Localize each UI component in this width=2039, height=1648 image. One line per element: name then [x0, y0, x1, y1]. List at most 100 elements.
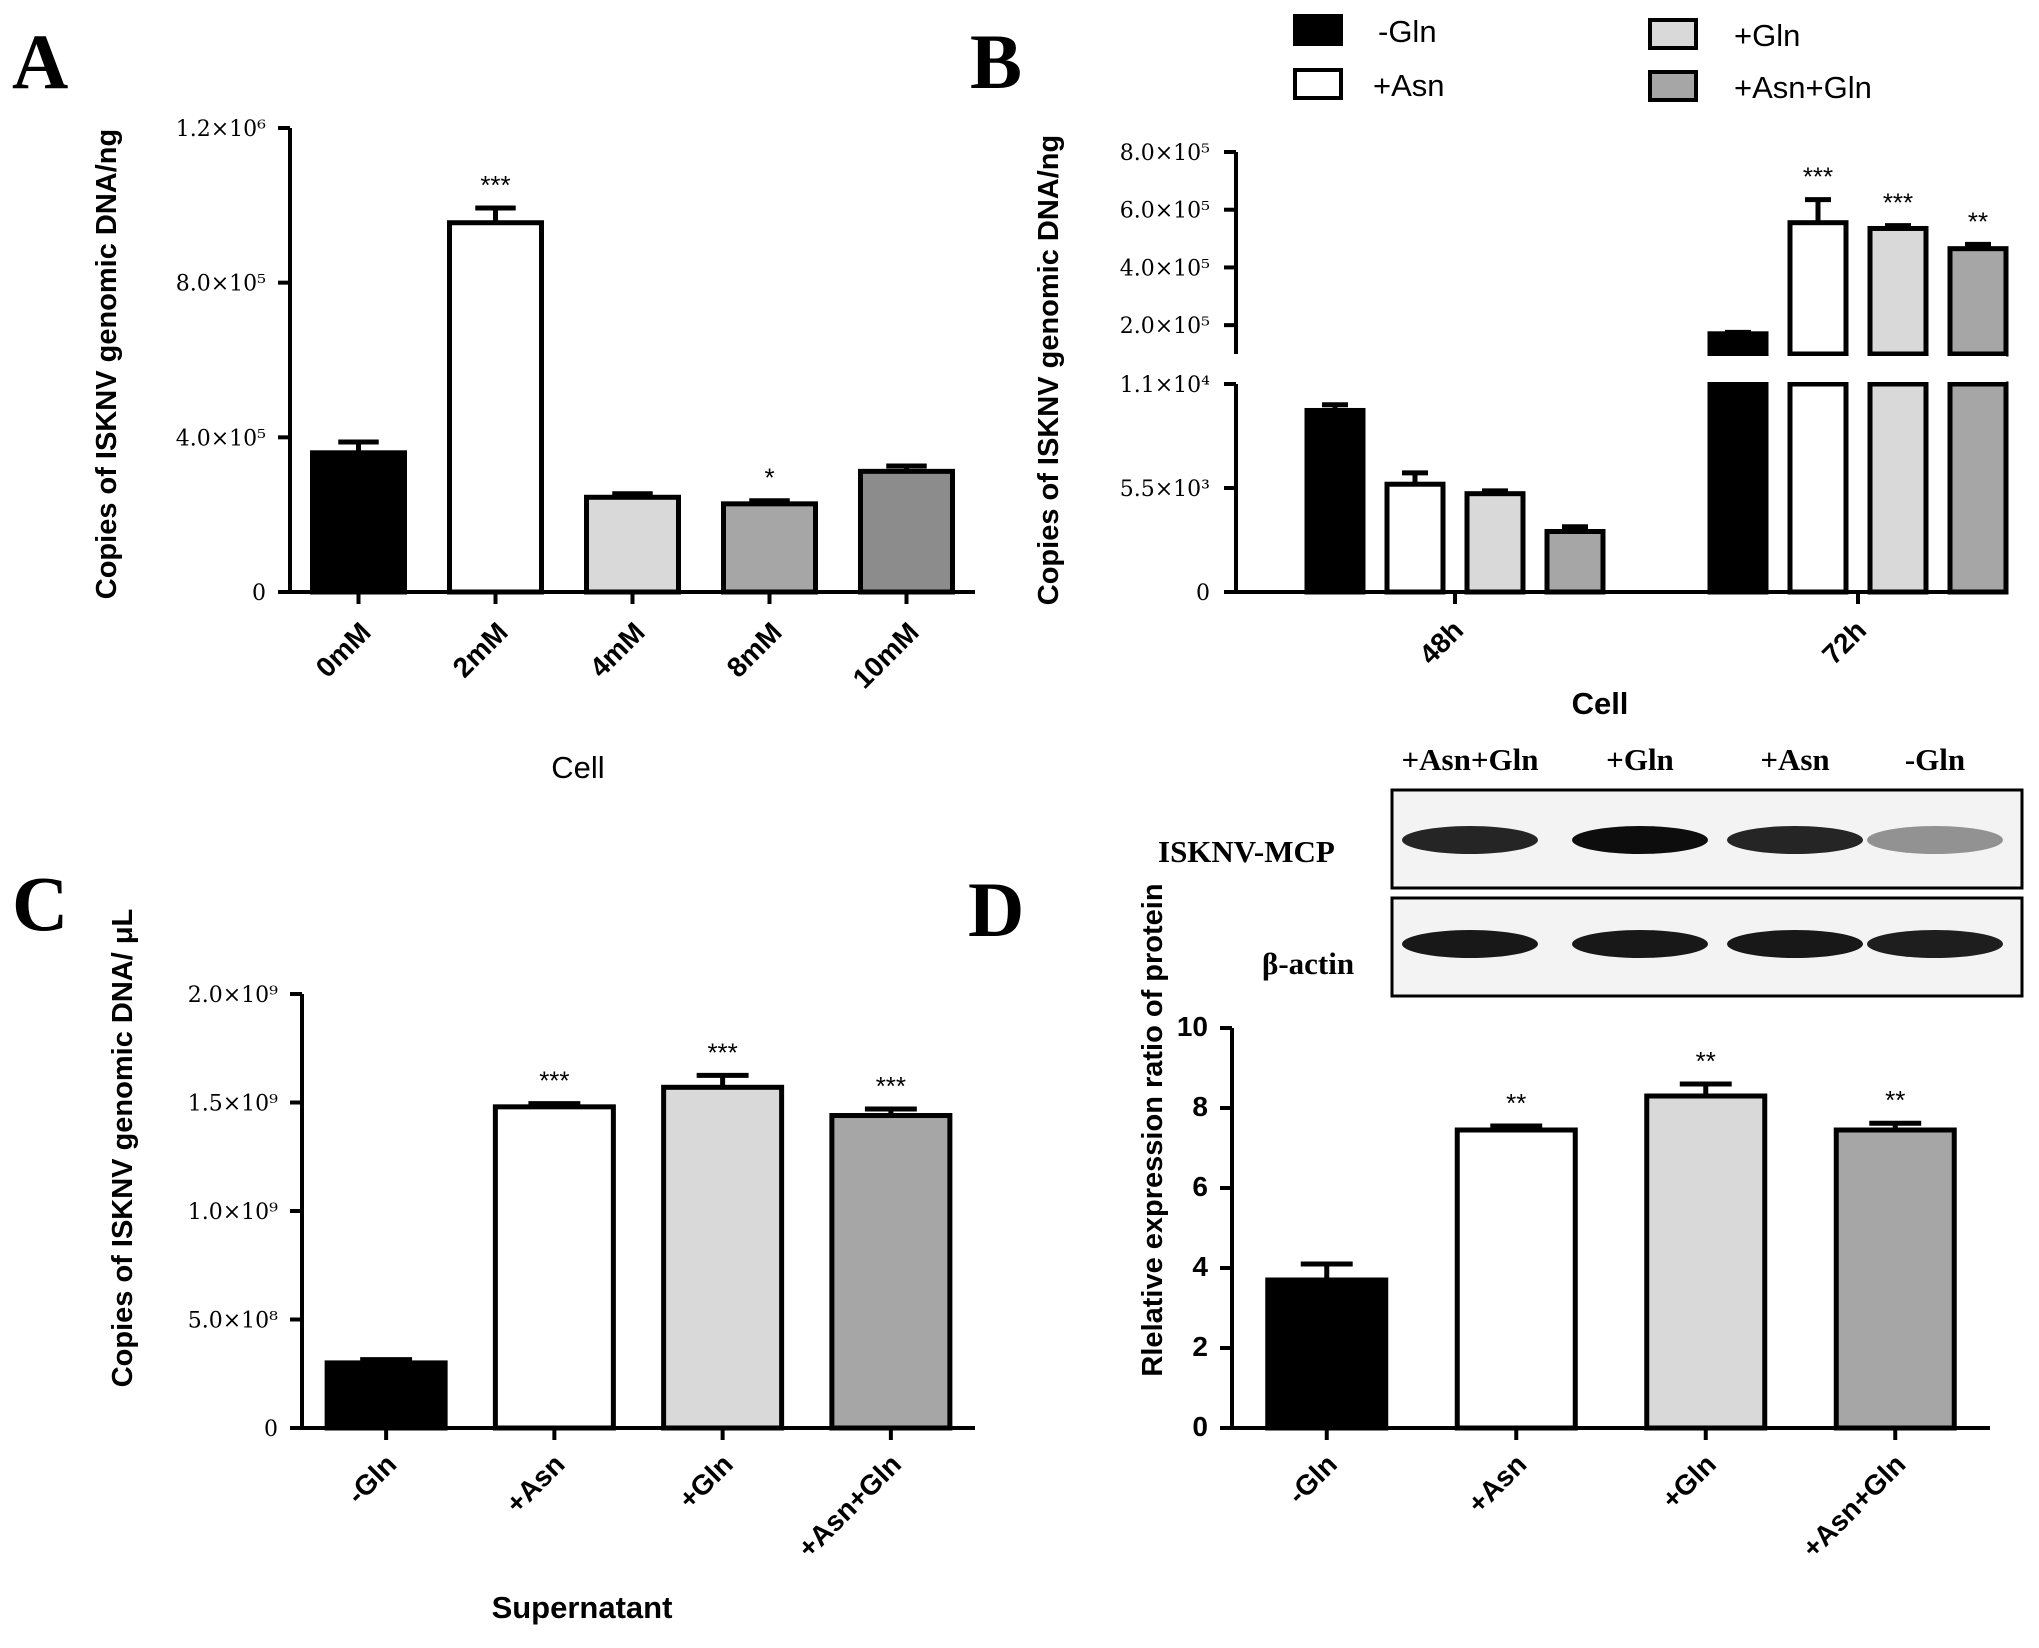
panel-a-y-tick-label: 4.0×10⁵: [176, 426, 266, 451]
blot-band--actin-plus-asnplus-gln: [1402, 930, 1538, 958]
blot-lane-label-minus-gln: -Gln: [1905, 742, 1965, 777]
panel-c-significance-plus-asn: ***: [539, 1066, 569, 1096]
panel-a-bar-2mm: [447, 220, 544, 595]
blot-band-isknv-mcp-minus-gln: [1867, 826, 2003, 854]
panel-c-significance-plus-gln: ***: [707, 1037, 737, 1067]
panel-d-x-tick-label-plus-gln: +Gln: [1656, 1448, 1722, 1514]
panel-c-y-tick-label: 2.0×10⁹: [188, 983, 278, 1008]
panel-a-bar-8mm: [721, 501, 818, 595]
panel-b-y-tick-label: 4.0×10⁵: [1120, 256, 1210, 281]
panel-b-x-tick-label-48h: 48h: [1413, 614, 1469, 670]
panel-d-y-tick-label: 10: [1177, 1011, 1208, 1042]
panel-a-x-axis-label: Cell: [551, 750, 604, 785]
panel-c-bars: *** *** ***: [324, 1037, 953, 1431]
panel-c-y-tick-label: 5.0×10⁸: [188, 1309, 278, 1334]
panel-label-a: A: [12, 18, 68, 105]
panel-b-bar-48h-plus-asnplus-gln: [1544, 528, 1606, 595]
panel-b-y-tick-label: 0: [1196, 581, 1210, 606]
panel-b-bar-72h-plus-asnplus-gln-lower: [1947, 381, 2009, 595]
panel-d-y-axis-label: Rlelative expression ratio of protein: [1137, 883, 1169, 1376]
panel-c-bar-minus-gln: [324, 1360, 448, 1431]
panel-b-bar-72h-plus-gln-lower: [1867, 381, 1929, 595]
panel-b-bar-48h-minus-gln: [1304, 407, 1366, 595]
panel-d-y-tick-label: 2: [1192, 1331, 1208, 1362]
panel-label-d: D: [968, 866, 1024, 953]
panel-a-significance-8mm: *: [764, 463, 774, 493]
legend-swatch-minus-gln: [1293, 14, 1343, 46]
panel-b-x-tick-label-72h: 72h: [1816, 614, 1872, 670]
panel-d-bar-plus-gln: [1644, 1093, 1768, 1431]
panel-a-axes: 0 4.0×10⁵ 8.0×10⁵ 1.2×10⁶ 0mM 2mM 4mM 8mM 10mM: [176, 117, 975, 694]
panel-b-bar-72h-plus-gln-significance: ***: [1883, 188, 1913, 218]
panel-b-legend: -Gln +Asn +Gln +Asn+Gln: [1293, 14, 1872, 105]
panel-c-x-tick-label-plus-asnplus-gln: +Asn+Gln: [792, 1448, 907, 1563]
panel-a-bar-10mm: [858, 468, 955, 595]
panel-c-x-tick-label-plus-gln: +Gln: [672, 1448, 738, 1514]
panel-c-y-tick-label: 1.0×10⁹: [188, 1200, 278, 1225]
blot-band-isknv-mcp-plus-gln: [1572, 826, 1708, 854]
panel-c-x-tick-label-minus-gln: -Gln: [341, 1448, 403, 1510]
panel-a-y-tick-label: 1.2×10⁶: [176, 117, 266, 142]
legend-label-plus-gln: +Gln: [1734, 18, 1800, 53]
panel-b-bar-72h-plus-asn-significance: ***: [1803, 162, 1833, 192]
panel-a-bar-4mm: [584, 494, 681, 595]
panel-b-bar-72h-plus-gln-upper: [1867, 225, 1929, 357]
panel-d-bar-minus-gln: [1265, 1277, 1389, 1431]
panel-a-y-axis-label: Copies of ISKNV genomic DNA/ng: [91, 129, 123, 599]
panel-b-bar-72h-minus-gln-upper: [1707, 331, 1769, 357]
panel-c-y-axis-label: Copies of ISKNV genomic DNA/ μL: [107, 909, 139, 1388]
blot-row-label-beta-actin: β-actin: [1262, 946, 1354, 981]
panel-c-y-tick-label: 0: [264, 1417, 278, 1442]
panel-b-bar-72h-plus-asn-upper: [1787, 220, 1849, 357]
panel-b-y-tick-label: 8.0×10⁵: [1120, 141, 1210, 166]
panel-c-x-axis-label: Supernatant: [492, 1590, 673, 1625]
panel-c-x-tick-label-plus-asn: +Asn: [500, 1448, 571, 1519]
panel-b-y-tick-label: 2.0×10⁵: [1120, 314, 1210, 339]
panel-d-bars: ** ** **: [1265, 1046, 1957, 1431]
panel-d-significance-plus-gln: **: [1696, 1046, 1716, 1076]
panel-d-bar-plus-asnplus-gln: [1833, 1127, 1957, 1431]
western-blot: +Asn+Gln +Gln +Asn -Gln ISKNV-MCP β-actin: [1158, 742, 2024, 998]
panel-c-y-tick-label: 1.5×10⁹: [188, 1092, 278, 1117]
legend-label-plus-asn-gln: +Asn+Gln: [1734, 70, 1872, 105]
panel-d-y-tick-label: 4: [1192, 1251, 1208, 1282]
legend-swatch-plus-asn-gln: [1648, 70, 1698, 102]
panel-c-bar-plus-gln: [661, 1084, 785, 1431]
panel-d-y-tick-label: 8: [1192, 1091, 1208, 1122]
blot-lane-label-plus-gln: +Gln: [1606, 742, 1674, 777]
panel-label-b: B: [970, 18, 1022, 105]
panel-a-x-tick-label-0mm: 0mM: [310, 616, 377, 683]
panel-b-y-tick-label: 6.0×10⁵: [1120, 199, 1210, 224]
panel-a-x-tick-label-10mm: 10mM: [847, 616, 925, 694]
panel-a-x-tick-label-2mm: 2mM: [447, 616, 514, 683]
panel-d-significance-plus-asn: **: [1506, 1088, 1526, 1118]
blot-band--actin-plus-asn: [1727, 930, 1863, 958]
legend-swatch-plus-asn: [1293, 68, 1343, 100]
panel-d-y-tick-label: 0: [1192, 1411, 1208, 1442]
panel-a-y-tick-label: 8.0×10⁵: [176, 272, 266, 297]
legend-label-minus-gln: -Gln: [1378, 14, 1437, 49]
panel-d-x-tick-label-minus-gln: -Gln: [1281, 1448, 1343, 1510]
blot-lane-label-plus-asn: +Asn: [1760, 742, 1829, 777]
panel-c-bar-plus-asnplus-gln: [829, 1113, 953, 1431]
panel-b-y-tick-label: 1.1×10⁴: [1120, 373, 1210, 398]
panel-d-y-tick-label: 6: [1192, 1171, 1208, 1202]
panel-c-chart: C Copies of ISKNV genomic DNA/ μL Supern…: [12, 860, 975, 1625]
blot-band--actin-minus-gln: [1867, 930, 2003, 958]
panel-b-bars: ********: [1239, 162, 2009, 595]
panel-b-chart: B Copies of ISKNV genomic DNA/ng Cell -G…: [970, 14, 2009, 721]
panel-label-c: C: [12, 860, 68, 947]
panel-b-y-axis-label: Copies of ISKNV genomic DNA/ng: [1033, 135, 1065, 605]
blot-lane-labels: +Asn+Gln +Gln +Asn -Gln: [1402, 742, 1966, 777]
panel-c-significance-plus-asnplus-gln: ***: [876, 1071, 906, 1101]
legend-label-plus-asn: +Asn: [1373, 68, 1445, 103]
panel-d-x-tick-label-plus-asn: +Asn: [1462, 1448, 1533, 1519]
blot-band-isknv-mcp-plus-asnplus-gln: [1402, 826, 1538, 854]
panel-d-x-tick-label-plus-asnplus-gln: +Asn+Gln: [1796, 1448, 1911, 1563]
panel-d-significance-plus-asnplus-gln: **: [1885, 1085, 1905, 1115]
panel-b-x-axis-label: Cell: [1572, 686, 1629, 721]
panel-b-axis-break-gap: [1239, 356, 2006, 382]
panel-b-bar-72h-plus-asnplus-gln-upper: [1947, 246, 2009, 357]
panel-b-bar-72h-plus-asnplus-gln-significance: **: [1968, 206, 1988, 236]
panel-a-x-tick-label-8mm: 8mM: [721, 616, 788, 683]
